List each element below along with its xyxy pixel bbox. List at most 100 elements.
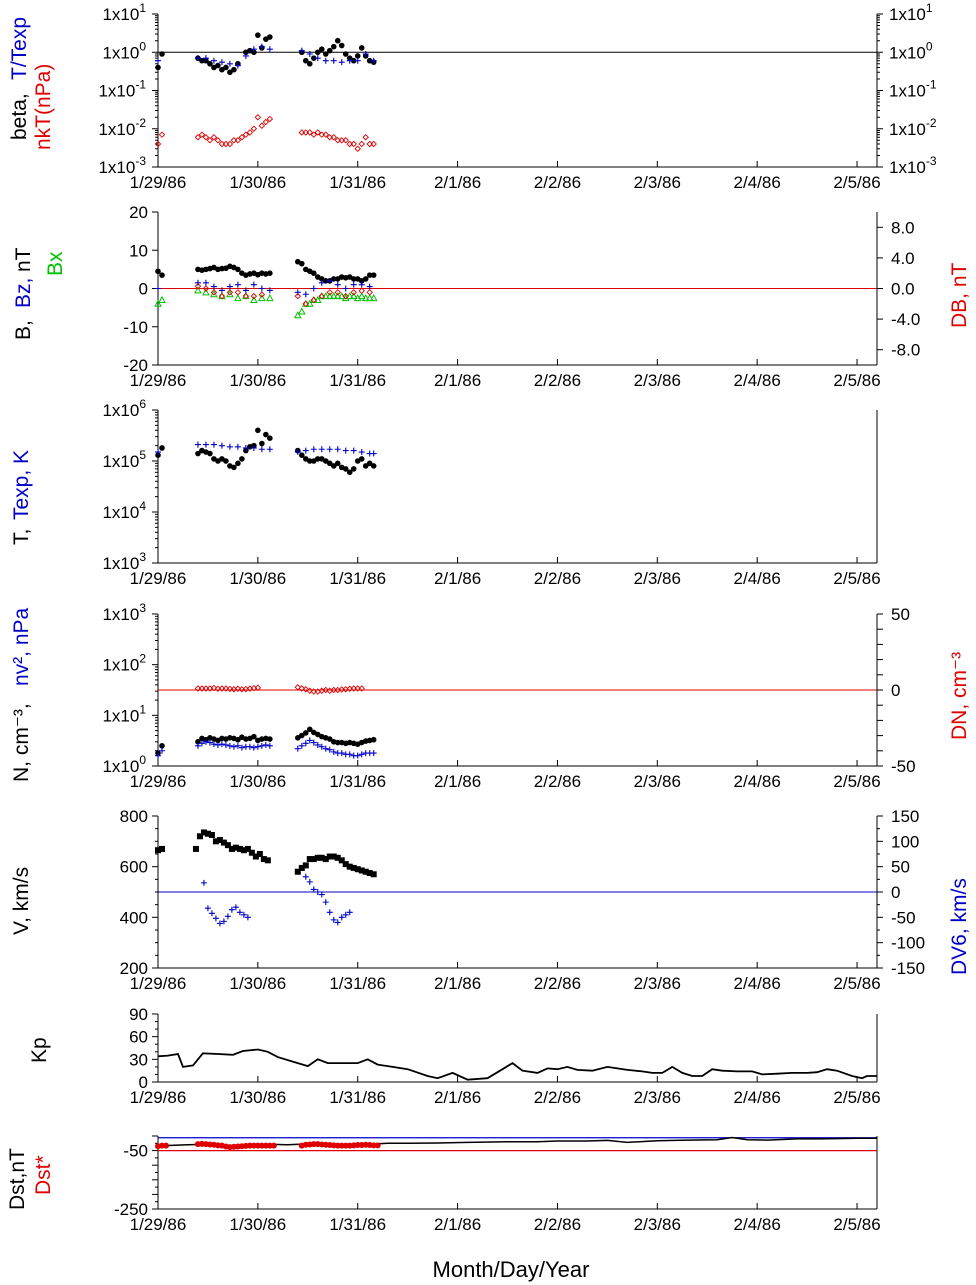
t-t-point	[330, 463, 337, 469]
v-v-point	[240, 847, 247, 854]
v-v-point	[228, 845, 235, 852]
kp-line	[157, 1048, 877, 1081]
t-texp-point	[370, 450, 377, 457]
beta-nktnpa-point	[158, 131, 166, 138]
v-v-point	[342, 861, 349, 868]
b-panel-xtick-label: 2/1/86	[434, 371, 481, 390]
b-b-point	[362, 276, 369, 282]
v-v-point	[310, 856, 317, 863]
n-panel-xtick-label: 1/31/86	[329, 772, 386, 791]
n-n-point	[334, 739, 341, 746]
t-panel-xtick-label: 1/29/86	[130, 569, 187, 588]
t-texp-point	[202, 441, 209, 448]
b-b-point	[299, 260, 305, 267]
v-dv6-point	[240, 911, 247, 918]
beta-ttexp-point	[354, 57, 361, 64]
t-texp-point	[250, 444, 257, 451]
v-v-point	[236, 845, 243, 852]
b-db-point	[310, 296, 318, 304]
v-v-point	[232, 844, 239, 851]
beta-nktnpa-point	[310, 131, 318, 138]
beta-nktnpa-point	[266, 115, 274, 123]
n-panel-xtick-label: 1/29/86	[130, 772, 187, 791]
v-panel-xtick-label: 2/3/86	[634, 974, 681, 993]
beta-ttexp-point	[322, 57, 329, 64]
kp-ytick-label: 60	[129, 1028, 148, 1047]
t-texp-point	[318, 446, 325, 453]
b-rtick-label: 4.0	[891, 249, 915, 268]
n-dn-point	[226, 685, 234, 693]
t-t-point	[155, 452, 161, 458]
n-panel-xtick-label: 2/3/86	[634, 772, 681, 791]
kp-panel-xtick-label: 1/30/86	[229, 1088, 286, 1107]
b-ytick-label: -10	[123, 318, 148, 337]
v-ytick-label: 600	[120, 858, 148, 877]
beta-ttexp-point	[250, 46, 257, 53]
v-rtick-label: 0	[891, 883, 900, 902]
beta-nktnpa-point	[322, 131, 330, 138]
b-bx-point	[349, 292, 358, 300]
t-texp-point	[234, 443, 241, 450]
v-v-point	[330, 853, 337, 860]
v-ytick-label: 200	[120, 959, 148, 978]
t-panel-xtick-label: 2/2/86	[534, 569, 581, 588]
b-bx-point	[266, 294, 274, 302]
dst-panel-xtick-label: 1/30/86	[229, 1215, 286, 1234]
beta-nktnpa-point	[350, 140, 357, 148]
n-ytick-label: 1x103	[102, 601, 146, 624]
b-bx-point	[154, 299, 162, 307]
b-db-point	[210, 289, 218, 296]
b-bx-point	[369, 294, 378, 302]
kp-panel-xtick-label: 2/1/86	[434, 1088, 481, 1107]
b-db-point	[194, 282, 202, 290]
b-bz-point	[210, 283, 217, 290]
n-nv-point	[302, 740, 309, 747]
t-t-point	[255, 427, 261, 434]
beta-beta-point	[302, 57, 309, 64]
beta-ttexp-point	[194, 55, 201, 62]
beta-beta-point	[334, 37, 341, 44]
b-bx-point	[194, 286, 202, 294]
v-ylabel-dv6: DV6, km/s	[948, 878, 971, 975]
t-ytick-label: 1x103	[102, 550, 146, 573]
t-texp-point	[226, 443, 233, 450]
n-nv-point	[234, 742, 241, 749]
beta-beta-point	[207, 60, 213, 67]
t-ytick-label: 1x104	[102, 499, 146, 522]
b-ytick-label: -20	[123, 356, 148, 375]
beta-ylabel-ttexp: T/Texp	[8, 17, 31, 80]
t-t-point	[195, 450, 201, 457]
t-ylabel-t: T,	[10, 529, 33, 545]
b-b-point	[310, 270, 317, 277]
b-db-point	[226, 289, 234, 296]
b-b-point	[366, 272, 373, 278]
v-v-point	[216, 837, 223, 844]
n-panel-xtick-label: 1/30/86	[229, 772, 286, 791]
dst-ytick-label: -250	[114, 1200, 148, 1219]
b-bz-point	[366, 283, 373, 290]
b-bx-point	[329, 292, 338, 300]
beta-nktnpa-point	[362, 133, 369, 141]
kp-ylabel: Kp	[28, 1037, 51, 1063]
t-texp-point	[242, 444, 249, 451]
kp-ytick-label: 0	[139, 1073, 148, 1092]
n-nv-point	[318, 743, 325, 750]
b-db-point	[342, 292, 349, 300]
beta-ttexp-point	[234, 62, 241, 69]
n-nv-point	[226, 742, 233, 749]
n-nv-point	[158, 747, 165, 754]
v-dv6-point	[334, 919, 341, 926]
b-ylabel-db: DB, nT	[948, 262, 971, 328]
v-dv6-point	[318, 891, 325, 898]
beta-ttexp-point	[306, 51, 313, 58]
n-nv-point	[206, 739, 213, 746]
n-panel-xtick-label: 2/1/86	[434, 772, 481, 791]
t-ylabel-texp: Texp, K	[10, 450, 33, 520]
n-nv-point	[338, 750, 345, 757]
beta-beta-point	[342, 51, 349, 57]
t-panel-xtick-label: 2/5/86	[833, 569, 880, 588]
t-texp-point	[310, 446, 317, 453]
b-b-point	[159, 272, 165, 278]
beta-panel-xtick-label: 2/3/86	[634, 173, 681, 192]
b-b-point	[267, 270, 273, 277]
